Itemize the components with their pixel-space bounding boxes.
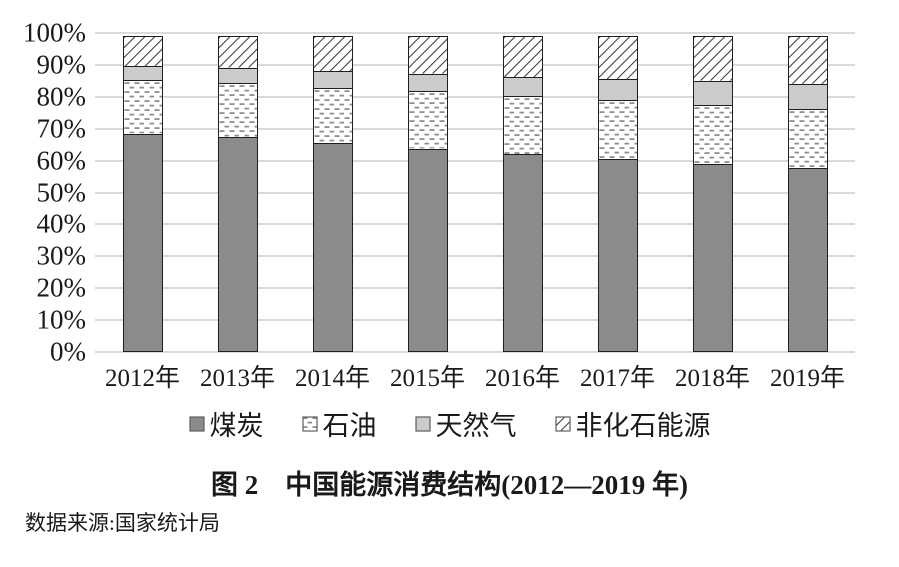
stacked-bar-2019年 — [787, 33, 828, 352]
nonfossil-swatch-icon — [554, 415, 571, 432]
gas-swatch-icon — [414, 415, 431, 432]
x-tick-label-2019年: 2019年 — [769, 365, 845, 392]
gridline — [95, 95, 855, 98]
bar-slot-2019年 — [760, 33, 855, 352]
gridline — [95, 255, 855, 258]
gridline — [95, 287, 855, 290]
segment-oil-2019年 — [787, 108, 828, 169]
x-tick-label-2012年: 2012年 — [104, 365, 180, 392]
segment-nonfossil-2014年 — [312, 36, 353, 73]
x-tick-label-2015年: 2015年 — [389, 365, 465, 392]
stacked-bar-2016年 — [502, 33, 543, 352]
segment-gas-2018年 — [692, 80, 733, 106]
legend-label-coal: 煤炭 — [209, 411, 264, 441]
x-tick-label-2018年: 2018年 — [674, 365, 750, 392]
data-source-note: 数据来源:国家统计局 — [25, 511, 220, 535]
plot-area — [95, 32, 855, 353]
segment-nonfossil-2016年 — [502, 36, 543, 79]
segment-gas-2013年 — [217, 67, 258, 85]
x-tick-label-2014年: 2014年 — [294, 365, 370, 392]
bar-slot-2016年 — [475, 33, 570, 352]
segment-nonfossil-2018年 — [692, 36, 733, 82]
gridline — [95, 191, 855, 194]
bars — [95, 33, 855, 352]
legend-label-nonfossil: 非化石能源 — [575, 411, 711, 441]
y-tick-label: 70% — [36, 113, 87, 144]
y-tick-label: 40% — [36, 208, 87, 239]
segment-gas-2014年 — [312, 71, 353, 90]
legend-item-gas: 天然气 — [414, 404, 517, 443]
gridline — [95, 127, 855, 130]
segment-oil-2015年 — [407, 91, 448, 150]
segment-coal-2013年 — [217, 137, 258, 352]
segment-oil-2012年 — [122, 80, 163, 135]
stacked-bar-2015年 — [407, 33, 448, 352]
segment-coal-2017年 — [597, 159, 638, 352]
y-tick-label: 90% — [36, 49, 87, 80]
gridline — [95, 159, 855, 162]
segment-gas-2016年 — [502, 77, 543, 98]
y-tick-label: 50% — [36, 177, 87, 207]
segment-oil-2014年 — [312, 88, 353, 144]
y-tick-label: 0% — [50, 336, 86, 367]
segment-oil-2013年 — [217, 83, 258, 138]
x-tick-label-2013年: 2013年 — [199, 365, 275, 392]
y-tick-label: 10% — [36, 304, 87, 335]
gridline — [95, 223, 855, 226]
stacked-bar-2012年 — [122, 33, 163, 352]
segment-gas-2019年 — [787, 83, 828, 110]
bar-slot-2013年 — [190, 33, 285, 352]
legend-item-oil: 石油 — [301, 404, 377, 443]
segment-oil-2016年 — [502, 96, 543, 156]
legend-label-oil: 石油 — [322, 411, 377, 441]
segment-coal-2015年 — [407, 148, 448, 352]
legend-label-gas: 天然气 — [435, 411, 517, 441]
segment-gas-2017年 — [597, 79, 638, 102]
x-tick-label-2016年: 2016年 — [484, 365, 560, 392]
bar-slot-2017年 — [570, 33, 665, 352]
segment-nonfossil-2017年 — [597, 36, 638, 81]
segment-oil-2018年 — [692, 104, 733, 165]
gridline — [95, 32, 855, 34]
stacked-bar-2017年 — [597, 33, 638, 352]
segment-nonfossil-2019年 — [787, 36, 828, 85]
segment-oil-2017年 — [597, 100, 638, 161]
stacked-bar-2018年 — [692, 33, 733, 352]
segment-gas-2012年 — [122, 65, 163, 82]
gridline — [95, 351, 855, 353]
x-axis: 2012年 2013年 2014年 2015年 2016年 2017年 2018年 2019年 — [95, 358, 855, 394]
oil-swatch-icon — [301, 415, 318, 432]
segment-nonfossil-2012年 — [122, 36, 163, 67]
bar-slot-2015年 — [380, 33, 475, 352]
bar-slot-2018年 — [665, 33, 760, 352]
y-tick-label: 60% — [36, 145, 87, 176]
coal-swatch-icon — [188, 415, 205, 432]
y-tick-label: 20% — [36, 272, 87, 303]
segment-coal-2012年 — [122, 133, 163, 352]
y-axis: 0% 10% 20% 30% 40% 50% 60% 70% 80% 90% 100% — [0, 19, 87, 365]
chart-title: 图 2 中国能源消费结构(2012—2019 年) — [211, 470, 688, 500]
bar-slot-2014年 — [285, 33, 380, 352]
legend-item-coal: 煤炭 — [188, 404, 264, 443]
stacked-bar-2014年 — [312, 33, 353, 352]
segment-nonfossil-2015年 — [407, 36, 448, 75]
segment-nonfossil-2013年 — [217, 36, 258, 69]
segment-coal-2014年 — [312, 142, 353, 352]
gridline — [95, 319, 855, 322]
segment-coal-2018年 — [692, 163, 733, 352]
stacked-bar-2013年 — [217, 33, 258, 352]
legend: 煤炭 石油 天然气 非化石能源 — [0, 404, 899, 443]
segment-coal-2019年 — [787, 167, 828, 352]
y-tick-label: 80% — [36, 81, 87, 112]
segment-gas-2015年 — [407, 73, 448, 93]
legend-item-nonfossil: 非化石能源 — [554, 404, 711, 443]
x-tick-label-2017年: 2017年 — [579, 365, 655, 392]
segment-coal-2016年 — [502, 154, 543, 352]
y-tick-label: 30% — [36, 240, 87, 271]
gridline — [95, 63, 855, 66]
y-tick-label: 100% — [23, 17, 86, 48]
bar-slot-2012年 — [95, 33, 190, 352]
